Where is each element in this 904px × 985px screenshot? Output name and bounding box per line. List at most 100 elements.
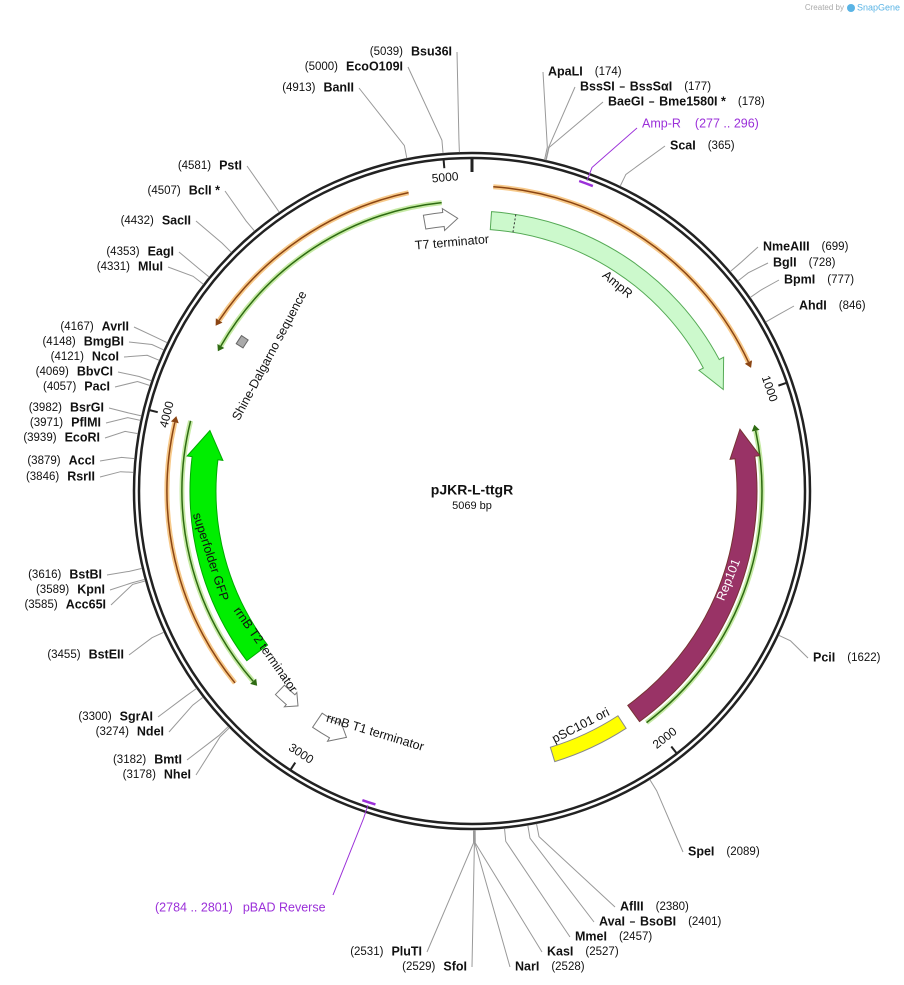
orf [220,201,442,347]
site-position: (4057) [43,381,76,393]
site-label: (2531) PluTI [350,944,422,958]
enzyme-name: BssSI [580,79,615,93]
enzyme-name: BsoBI [640,914,676,928]
tick-label: 1000 [759,374,781,404]
primer-range: (2784 .. 2801) [155,900,233,914]
site-label: (4121) NcoI [51,349,119,363]
cut-site-line [104,430,138,439]
cut-site-line [407,66,444,154]
enzyme-name: PflMI [71,415,101,429]
site-position: (2089) [726,846,759,858]
enzyme-name: AccI [69,453,95,467]
site-label: (5000) EcoO109I [305,59,403,73]
tick-mark [670,745,678,755]
site-position: (2457) [619,931,652,943]
site-label: (4069) BbvCI [36,364,113,378]
site-label: (4353) EagI [106,244,174,258]
orf-arrowhead [170,416,179,424]
enzyme-name: RsrII [67,469,95,483]
site-labels: ApaLI (174)BssSI BssSαI (177) BaeGI Bme1580I … [23,44,880,973]
enzyme-name: NheI [164,767,191,781]
credit: Created by [805,3,844,12]
enzyme-name: BbvCI [77,364,113,378]
cut-site-line [168,696,204,733]
tick-label: 5000 [431,169,459,185]
site-position: (4353) [106,246,139,258]
cut-site-line [730,246,759,272]
site-position: (3589) [36,584,69,596]
orf [181,420,254,682]
enzyme-name: SfoI [443,959,467,973]
site-position: (846) [839,300,866,312]
enzyme-name: SpeI [688,844,714,858]
site-label: NarI (2528) [515,959,585,973]
site-label: (4057) PacI [43,379,110,393]
orf-arrowhead [215,318,223,326]
backbone-outer [132,151,812,831]
site-position: (3182) [113,754,146,766]
feature-arrow [422,207,459,232]
cut-site-line [224,190,255,232]
feature-arrow [549,715,627,763]
cut-site-line [542,71,548,160]
enzyme-name: BstEII [89,647,124,661]
primer-range: (277 .. 296) [695,116,759,130]
site-label: (3300) SgrAI [78,709,153,723]
enzyme-name: Bsu36I [411,44,452,58]
enzyme-name: AvaI [599,914,625,928]
site-position: (2401) [688,916,721,928]
primer-name: Amp-R [642,116,681,130]
site-position: (3274) [96,726,129,738]
plasmid-length: 5069 bp [452,500,492,512]
orf-arrowhead [217,344,225,352]
cut-site-line [106,567,143,576]
site-label: SpeI (2089) [688,844,760,858]
site-position: (4167) [60,321,93,333]
enzyme-name: PstI [219,158,242,172]
enzyme-name: NcoI [92,349,119,363]
cut-site-line [545,86,576,161]
site-position: (4913) [282,82,315,94]
cut-site-line [99,456,135,462]
orfs [164,184,765,725]
site-position: (3616) [28,569,61,581]
feature-arrow [489,211,725,391]
cut-site-line [128,631,165,656]
cut-site-line [110,580,146,606]
tick-label: 2000 [650,724,680,752]
site-position: (3971) [30,417,63,429]
cut-site-line [737,262,769,282]
enzyme-name: Bme1580I * [659,94,726,108]
primer-line [332,805,369,896]
enzyme-name: MluI [138,259,163,273]
site-position: (4432) [121,215,154,227]
enzyme-name: BssSαI [630,79,672,93]
site-position: (4121) [51,351,84,363]
orf [218,191,409,321]
enzyme-name: PacI [84,379,110,393]
site-position: (3879) [27,455,60,467]
site-label: (4331) MluI [97,259,163,273]
tick-mark [289,761,297,771]
site-position: (4069) [36,366,69,378]
site-label: Amp-R (277 .. 296) [642,116,759,130]
site-label: AvaI BsoBI (2401) [599,914,721,928]
cut-site-line [105,417,141,424]
brand-icon [847,4,855,12]
cut-site-line [778,634,809,659]
site-position: (1622) [847,652,880,664]
tick-label: 3000 [286,740,316,766]
cut-site-line [114,380,150,388]
site-label: (3585) Acc65I [24,597,106,611]
site-label: NmeAIII (699) [763,239,849,253]
tick-mark [778,381,788,387]
enzyme-name: KpnI [77,582,105,596]
site-label: (3616) BstBI [28,567,102,581]
site-label: (3182) BmtI [113,752,182,766]
site-label: (4167) AvrII [60,319,129,333]
credit-brand[interactable]: SnapGene [857,2,900,12]
enzyme-name: PciI [813,650,835,664]
enzyme-name: BstBI [69,567,102,581]
enzyme-name: BpmI [784,272,815,286]
cut-site-line [157,688,197,718]
